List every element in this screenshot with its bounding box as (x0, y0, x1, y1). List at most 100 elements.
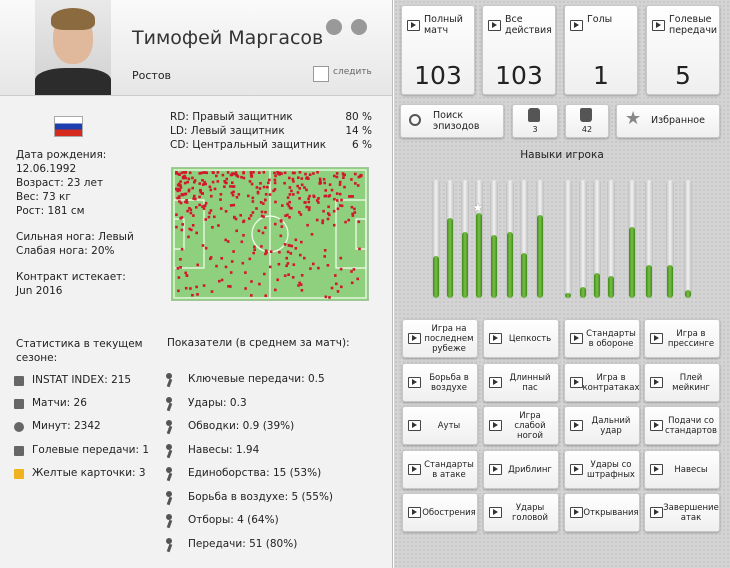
stat-tile[interactable]: Голы 1 (564, 5, 638, 95)
skill-button[interactable]: Плей мейкинг (644, 363, 720, 402)
heat-dot (256, 190, 260, 194)
heat-dot (259, 201, 263, 204)
heat-dot (353, 207, 356, 211)
skill-button[interactable]: Подачи со стандартов (644, 406, 720, 445)
heat-dot (264, 252, 267, 256)
skill-button[interactable]: Длинный пас (483, 363, 559, 402)
heat-dot (288, 186, 292, 189)
heat-dot (201, 183, 205, 186)
heat-dot (219, 193, 223, 196)
heat-dot (307, 197, 310, 200)
skill-button[interactable]: Игра слабой ногой (483, 406, 559, 445)
skill-button[interactable]: Игра в контратаках (564, 363, 640, 402)
heat-dot (328, 183, 332, 186)
heat-dot (298, 197, 301, 200)
like-button[interactable]: 3 (512, 104, 558, 138)
skill-button[interactable]: Завершение атак (644, 493, 720, 532)
heat-dot (285, 264, 288, 268)
tile-value: 103 (495, 61, 543, 90)
play-icon (489, 333, 502, 344)
heat-dot (183, 193, 186, 196)
skill-button[interactable]: Игра в прессинге (644, 319, 720, 358)
section-title: Показатели (в среднем за матч): (167, 337, 350, 349)
heat-dot (281, 204, 284, 207)
heat-dot (262, 171, 266, 174)
heat-dot (268, 178, 271, 182)
heat-dot (268, 193, 272, 196)
heat-dot (335, 172, 339, 175)
heat-dot (196, 263, 199, 267)
skill-button[interactable]: Удары головой (483, 493, 559, 532)
skill-track (607, 180, 615, 298)
heat-dot (279, 219, 283, 222)
play-icon (570, 20, 583, 31)
heat-dot (204, 246, 208, 250)
icon-button[interactable] (326, 19, 342, 35)
heat-dot (294, 238, 298, 242)
heat-dot (230, 191, 234, 195)
skill-button[interactable]: Борьба в воздухе (402, 363, 478, 402)
icon-button[interactable] (351, 19, 367, 35)
heat-dot (188, 171, 192, 175)
heat-dot (208, 211, 211, 215)
tile-label: Голы (587, 14, 613, 25)
heat-dot (175, 225, 178, 229)
skill-button[interactable]: Обострения (402, 493, 478, 532)
skill-button[interactable]: Удары со штрафных (564, 450, 640, 489)
heat-dot (204, 218, 207, 221)
skill-bar (521, 253, 527, 298)
search-button[interactable]: Поиск эпизодов (400, 104, 504, 138)
stat-tile[interactable]: Голевые передачи 5 (646, 5, 720, 95)
favorites-button[interactable]: ★ Избранное (616, 104, 720, 138)
heat-dot (242, 171, 245, 174)
stat-tile[interactable]: Все действия 103 (482, 5, 556, 95)
play-icon (488, 20, 501, 31)
skill-button[interactable]: Стандарты в обороне (564, 319, 640, 358)
heat-dot (226, 171, 230, 174)
heat-dot (286, 213, 289, 217)
heat-dot (344, 220, 347, 224)
heat-dot (198, 189, 202, 192)
heat-dot (178, 196, 181, 200)
skill-label: Удары со штрафных (587, 459, 635, 480)
stat-tile[interactable]: Полный матч 103 (401, 5, 475, 95)
heat-dot (250, 182, 254, 186)
heat-dot (236, 175, 240, 178)
skill-bar (580, 287, 586, 298)
heat-dot (202, 171, 205, 174)
skill-button[interactable]: Навесы (644, 450, 720, 489)
heat-dot (308, 206, 311, 209)
skill-bar (491, 235, 497, 298)
heat-dot (354, 172, 357, 176)
heat-dot (204, 182, 207, 186)
skill-button[interactable]: Дриблинг (483, 450, 559, 489)
heat-dot (357, 175, 361, 179)
heat-dot (225, 177, 229, 181)
heat-dot (175, 213, 178, 216)
heat-dot (209, 257, 212, 261)
skill-button[interactable]: Дальний удар (564, 406, 640, 445)
heat-dot (261, 231, 265, 235)
heat-dot (198, 203, 201, 207)
follow-checkbox[interactable] (313, 66, 329, 82)
heat-dot (229, 204, 233, 207)
skill-button[interactable]: Цепкость (483, 319, 559, 358)
heat-dot (322, 209, 325, 213)
heat-dot (203, 204, 206, 208)
heat-dot (303, 256, 306, 260)
dislike-button[interactable]: 42 (565, 104, 609, 138)
heat-dot (273, 181, 277, 185)
skill-button[interactable]: Ауты (402, 406, 478, 445)
heat-dot (279, 234, 283, 238)
skill-button[interactable]: Открывания (564, 493, 640, 532)
skill-button[interactable]: Игра на последнем рубеже (402, 319, 478, 358)
heat-dot (264, 210, 267, 214)
play-icon (489, 507, 502, 518)
skill-button[interactable]: Стандарты в атаке (402, 450, 478, 489)
skill-label: Стандарты в атаке (424, 459, 474, 480)
stat-icon (166, 420, 172, 426)
heat-dot (188, 207, 191, 210)
heat-dot (193, 180, 196, 184)
heat-dot (184, 192, 188, 196)
heat-dot (326, 264, 330, 267)
